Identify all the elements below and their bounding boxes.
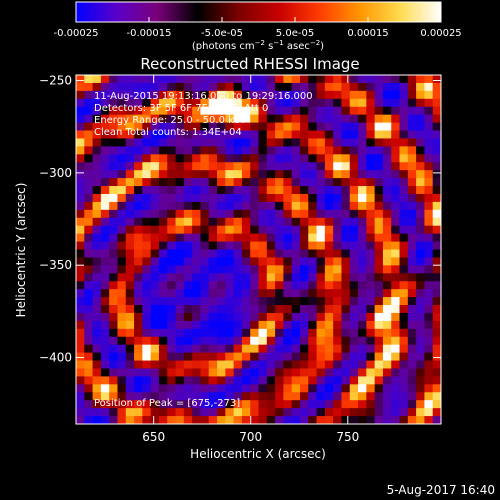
colorbar-tick-label: 5.0e-05 (276, 28, 314, 39)
colorbar-tick-label: 0.00015 (347, 28, 388, 39)
annotation-line: Energy Range: 25.0 - 50.0 keV (94, 115, 247, 126)
x-tick-label: 750 (336, 430, 359, 444)
annotation-line: 11-Aug-2015 19:13:16.000 to 19:29:16.000 (94, 91, 313, 102)
x-tick-label: 650 (142, 430, 165, 444)
annotation-block: 11-Aug-2015 19:13:16.000 to 19:29:16.000… (94, 91, 313, 138)
colorbar-tick-label: 0.00025 (420, 28, 461, 39)
x-tick-label: 700 (239, 430, 262, 444)
timestamp: 5-Aug-2017 16:40 (387, 483, 495, 497)
heatmap-image (76, 75, 441, 424)
colorbar-tick-label: -0.00015 (127, 28, 172, 39)
colorbar-tick-label: -5.0e-05 (201, 28, 243, 39)
x-axis: 650 700 750 (142, 75, 359, 444)
colorbar-ticks: -0.00025 -0.00015 -5.0e-05 5.0e-05 0.00015 0.… (54, 17, 462, 39)
plot-frame (75, 74, 442, 425)
peak-position-label: Position of Peak = [675,-273] (94, 398, 240, 409)
colorbar-gradient (75, 1, 442, 23)
y-tick-label: −400 (39, 351, 72, 365)
colorbar-unit-label: (photons cm−2 s−1 asec−2) (192, 39, 324, 52)
y-axis: −250 −300 −350 −400 (39, 74, 441, 365)
y-tick-label: −300 (39, 166, 72, 180)
y-tick-label: −350 (39, 258, 72, 272)
y-tick-label: −250 (39, 74, 72, 88)
annotation-line: Detectors: 3F 5F 6F 7F 8F 9F, Att 0 (94, 103, 268, 114)
colorbar-tick-label: -0.00025 (54, 28, 99, 39)
chart-title: Reconstructed RHESSI Image (140, 55, 359, 73)
annotation-line: Clean Total counts: 1.34E+04 (94, 127, 242, 138)
y-axis-label: Heliocentric Y (arcsec) (14, 183, 28, 318)
x-axis-label: Heliocentric X (arcsec) (190, 447, 326, 461)
colorbar: -0.00025 -0.00015 -5.0e-05 5.0e-05 0.00015 0.… (54, 1, 462, 52)
